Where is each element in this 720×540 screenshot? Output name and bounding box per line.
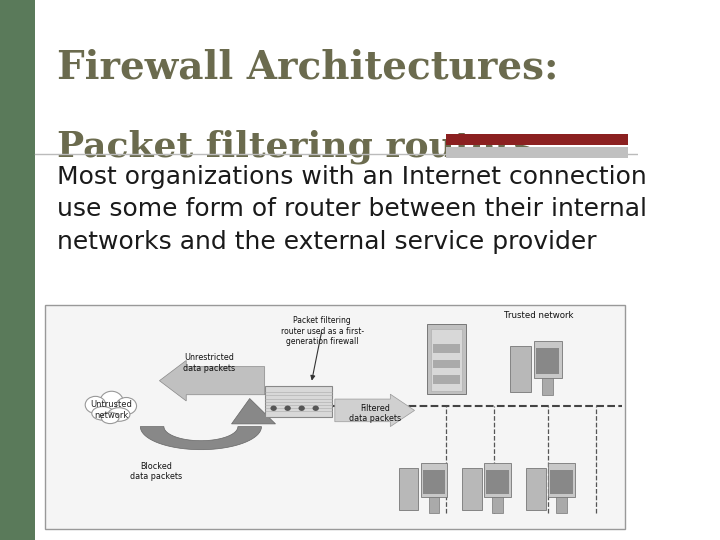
Ellipse shape	[116, 397, 137, 415]
Bar	[542, 378, 553, 395]
Text: Filtered
data packets: Filtered data packets	[349, 404, 401, 423]
Text: Most organizations with an Internet connection
use some form of router between t: Most organizations with an Internet conn…	[58, 165, 647, 254]
Text: Blocked
data packets: Blocked data packets	[130, 462, 182, 481]
FancyBboxPatch shape	[510, 346, 531, 392]
Ellipse shape	[85, 396, 106, 414]
FancyBboxPatch shape	[485, 463, 511, 497]
Text: Firewall Architectures:: Firewall Architectures:	[58, 49, 559, 86]
FancyBboxPatch shape	[548, 463, 575, 497]
FancyBboxPatch shape	[534, 341, 562, 378]
FancyArrow shape	[159, 361, 265, 401]
Text: Trusted network: Trusted network	[504, 310, 574, 320]
Bar	[556, 497, 567, 513]
FancyBboxPatch shape	[462, 468, 482, 510]
Circle shape	[299, 406, 305, 411]
Bar	[446, 134, 629, 145]
FancyBboxPatch shape	[526, 468, 546, 510]
Bar	[433, 360, 460, 368]
Polygon shape	[140, 427, 261, 450]
FancyBboxPatch shape	[487, 470, 509, 494]
Text: Packet filtering
router used as a first-
generation firewall: Packet filtering router used as a first-…	[281, 316, 364, 346]
FancyBboxPatch shape	[265, 386, 332, 417]
Circle shape	[271, 406, 276, 411]
Bar	[492, 497, 503, 513]
FancyBboxPatch shape	[536, 348, 559, 374]
Polygon shape	[232, 399, 276, 424]
Circle shape	[284, 406, 291, 411]
Text: Unrestricted
data packets: Unrestricted data packets	[183, 353, 235, 373]
FancyBboxPatch shape	[420, 463, 447, 497]
FancyBboxPatch shape	[550, 470, 572, 494]
Ellipse shape	[92, 407, 114, 420]
Text: Packet filtering routers: Packet filtering routers	[58, 130, 534, 164]
Ellipse shape	[102, 412, 119, 423]
FancyBboxPatch shape	[399, 468, 418, 510]
Bar	[433, 375, 460, 383]
FancyArrow shape	[335, 394, 415, 427]
Ellipse shape	[100, 392, 123, 413]
FancyBboxPatch shape	[423, 470, 445, 494]
Circle shape	[312, 406, 319, 411]
FancyBboxPatch shape	[431, 329, 462, 391]
FancyBboxPatch shape	[427, 324, 466, 394]
FancyArrowPatch shape	[311, 332, 322, 380]
Bar	[428, 497, 439, 513]
Text: Untrusted
network: Untrusted network	[91, 400, 132, 421]
Bar	[446, 147, 629, 158]
Bar	[433, 345, 460, 353]
Bar	[0, 0, 35, 540]
Bar	[45, 305, 625, 529]
Ellipse shape	[108, 408, 130, 421]
